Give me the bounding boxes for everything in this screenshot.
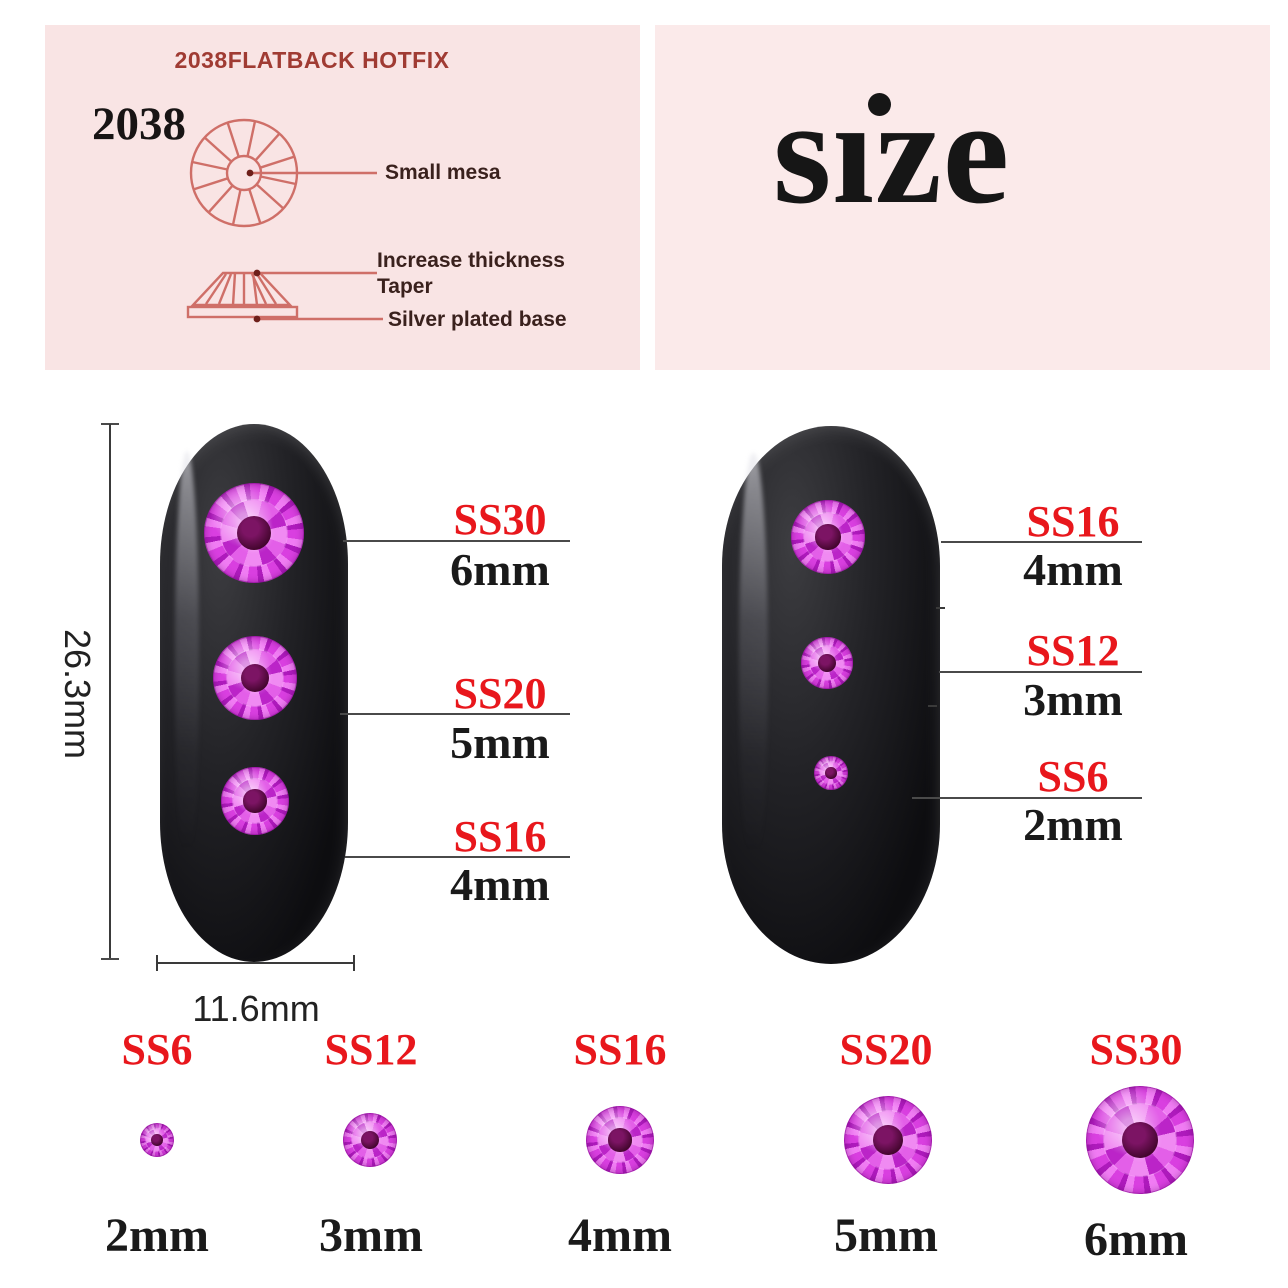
side-view-diagram [186, 269, 383, 323]
nail-gloss-highlight [739, 452, 768, 873]
ruler-right-cap [353, 955, 355, 971]
chart-gem-ss30 [1086, 1086, 1194, 1194]
chart-code-ss20: SS20 [839, 1025, 933, 1074]
size-panel: sıze [655, 25, 1270, 370]
chart-size-6mm: 6mm [1084, 1213, 1188, 1266]
nail-width-label: 11.6mm [192, 988, 320, 1029]
spec-panel-header: 2038FLATBACK HOTFIX [174, 47, 450, 73]
chart-gem-ss20 [844, 1096, 932, 1184]
stone-code-ss20: SS20 [453, 669, 547, 718]
rhinestone-ss16 [791, 500, 865, 574]
nail-gloss-highlight [175, 450, 200, 871]
rhinestone-ss12 [801, 637, 853, 689]
chart-size-5mm: 5mm [834, 1209, 938, 1262]
chart-gem-ss6 [140, 1123, 174, 1157]
chart-size-3mm: 3mm [319, 1209, 423, 1262]
rhinestone-ss20 [213, 636, 297, 720]
nail-left [160, 424, 348, 962]
edge-tick [928, 705, 937, 707]
callout-taper: Taper [377, 275, 433, 298]
i-dot-decoration [868, 93, 891, 116]
ruler-vertical-line [109, 424, 111, 960]
callout-small-mesa: Small mesa [385, 161, 501, 184]
leader-line-ss6 [912, 797, 1142, 799]
callout-increase-thickness: Increase thickness [377, 249, 565, 272]
nail-height-label: 26.3mm [57, 629, 98, 760]
size-title: sıze [773, 69, 1011, 235]
stone-code-ss16-left: SS16 [453, 812, 547, 861]
stone-code-ss16-right: SS16 [1026, 497, 1120, 546]
model-number: 2038 [92, 98, 186, 150]
stone-size-4mm-left: 4mm [450, 859, 550, 910]
chart-gem-ss12 [343, 1113, 397, 1167]
stone-size-2mm: 2mm [1023, 799, 1123, 850]
ruler-horizontal-line [156, 962, 355, 964]
leader-line-ss16-right [941, 541, 1142, 543]
top-view-diagram [189, 118, 377, 228]
spec-panel: 2038FLATBACK HOTFIX 2038 [45, 25, 640, 370]
chart-code-ss16: SS16 [573, 1025, 667, 1074]
chart-gem-ss16 [586, 1106, 654, 1174]
rhinestone-ss30 [204, 483, 304, 583]
leader-line-ss12 [939, 671, 1142, 673]
stone-code-ss6: SS6 [1037, 752, 1109, 801]
stone-size-4mm-right: 4mm [1023, 544, 1123, 595]
chart-code-ss30: SS30 [1089, 1025, 1183, 1074]
stone-size-6mm: 6mm [450, 544, 550, 595]
rhinestone-ss16 [221, 767, 289, 835]
chart-code-ss12: SS12 [324, 1025, 418, 1074]
leader-line-ss30 [343, 540, 570, 542]
edge-tick [936, 607, 945, 609]
ruler-bottom-cap [101, 958, 119, 960]
rhinestone-ss6 [814, 756, 848, 790]
chart-size-4mm: 4mm [568, 1209, 672, 1262]
chart-code-ss6: SS6 [121, 1025, 193, 1074]
stone-size-5mm: 5mm [450, 717, 550, 768]
leader-line-ss20 [340, 713, 570, 715]
stone-size-3mm: 3mm [1023, 674, 1123, 725]
leader-line-ss16-left [345, 856, 570, 858]
rhinestone-structure-diagram [186, 118, 383, 323]
stone-code-ss12: SS12 [1026, 626, 1120, 675]
nail-right [722, 426, 940, 964]
callout-silver-plated-base: Silver plated base [388, 308, 567, 331]
chart-size-2mm: 2mm [105, 1209, 209, 1262]
stone-code-ss30: SS30 [453, 495, 547, 544]
